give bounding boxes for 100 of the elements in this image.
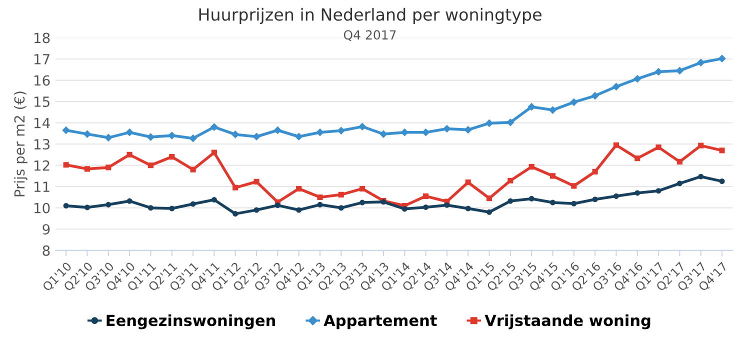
point xyxy=(317,202,323,208)
point xyxy=(654,68,662,76)
point xyxy=(591,92,599,100)
point xyxy=(422,128,430,136)
point xyxy=(360,186,366,192)
point xyxy=(106,164,112,170)
point xyxy=(189,134,197,142)
y-tick-label: 10 xyxy=(34,202,50,214)
point xyxy=(296,186,302,192)
point xyxy=(571,200,577,206)
point xyxy=(232,130,239,138)
point xyxy=(656,144,662,150)
legend-label: Appartement xyxy=(324,314,437,330)
y-tick-label: 17 xyxy=(34,54,50,64)
point xyxy=(296,207,302,213)
y-tick-label: 14 xyxy=(34,118,50,128)
point xyxy=(252,132,260,140)
point xyxy=(549,106,556,114)
point xyxy=(84,130,91,138)
point xyxy=(465,180,471,186)
y-tick-label: 8 xyxy=(42,245,50,256)
point xyxy=(486,120,493,127)
point xyxy=(169,206,175,212)
point xyxy=(402,206,408,212)
point xyxy=(62,126,70,134)
point xyxy=(104,134,112,142)
point xyxy=(676,158,682,164)
point xyxy=(338,205,344,211)
point xyxy=(528,196,534,202)
point xyxy=(126,152,132,158)
point xyxy=(528,164,534,170)
point xyxy=(338,127,345,134)
point xyxy=(254,178,260,184)
point xyxy=(508,178,514,184)
point xyxy=(126,128,134,136)
point xyxy=(506,118,514,126)
point xyxy=(719,148,725,154)
point xyxy=(358,122,366,130)
point xyxy=(698,142,704,148)
point xyxy=(106,202,112,208)
y-tick-label: 15 xyxy=(34,96,50,107)
point xyxy=(338,192,344,198)
point xyxy=(126,198,132,204)
point xyxy=(400,128,408,136)
point xyxy=(613,193,619,199)
point xyxy=(169,154,175,160)
point xyxy=(634,156,640,162)
legend-label: Vrijstaande woning xyxy=(484,314,650,330)
point xyxy=(676,180,682,186)
point xyxy=(423,204,429,210)
point xyxy=(148,205,154,211)
point xyxy=(592,196,598,202)
y-axis-title: Prijs per m2 (€) xyxy=(14,92,28,196)
chart-title: Huurprijzen in Nederland per woningtype xyxy=(199,8,542,24)
y-tick-label: 12 xyxy=(34,160,50,171)
point xyxy=(550,173,556,179)
point xyxy=(295,132,302,140)
point xyxy=(84,166,90,172)
point xyxy=(210,123,218,131)
point xyxy=(232,211,238,217)
point xyxy=(190,166,196,172)
point xyxy=(147,133,154,141)
point xyxy=(718,54,726,62)
point xyxy=(634,75,642,82)
point xyxy=(360,200,366,206)
point xyxy=(274,202,280,208)
point xyxy=(698,174,704,180)
chart-subtitle: Q4 2017 xyxy=(344,30,396,42)
point xyxy=(612,83,620,90)
point xyxy=(232,184,238,190)
y-tick-label: 11 xyxy=(34,182,50,192)
y-tick-label: 13 xyxy=(34,139,50,150)
point xyxy=(550,200,556,206)
point xyxy=(528,103,536,110)
y-tick-label: 9 xyxy=(42,224,50,235)
point xyxy=(211,150,217,156)
point xyxy=(571,183,577,189)
point xyxy=(465,206,471,212)
point xyxy=(613,142,619,148)
y-tick-label: 18 xyxy=(34,32,50,44)
point xyxy=(148,162,154,168)
legend-label: Eengezinswoningen xyxy=(106,314,275,330)
point xyxy=(592,168,598,174)
point xyxy=(570,98,578,106)
point xyxy=(486,196,492,202)
point xyxy=(676,67,684,74)
point xyxy=(444,202,450,208)
point xyxy=(508,198,514,204)
point xyxy=(274,126,282,134)
point xyxy=(719,178,725,184)
point xyxy=(486,209,492,215)
point xyxy=(63,202,69,209)
point xyxy=(380,130,388,138)
point xyxy=(190,201,196,207)
point xyxy=(63,162,69,168)
point xyxy=(697,58,704,66)
point xyxy=(168,132,176,140)
point xyxy=(423,193,429,199)
point xyxy=(84,204,90,210)
point xyxy=(317,194,323,200)
